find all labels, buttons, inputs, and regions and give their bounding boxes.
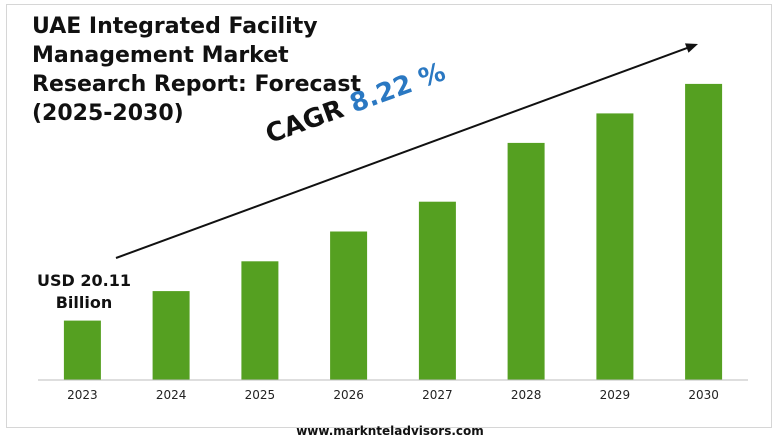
- chart-title: UAE Integrated Facility Management Marke…: [32, 12, 362, 128]
- chart-frame: [6, 4, 772, 428]
- first-bar-value-label: USD 20.11 Billion: [28, 270, 140, 314]
- x-tick-label-2024: 2024: [156, 388, 187, 402]
- bar-2028: [507, 142, 545, 380]
- bar-2030: [685, 83, 723, 381]
- x-tick-label-2028: 2028: [511, 388, 542, 402]
- bar-2026: [330, 231, 368, 380]
- x-tick-label-2030: 2030: [688, 388, 719, 402]
- bar-2029: [596, 113, 634, 381]
- first-value-unit: Billion: [55, 293, 113, 312]
- bar-2023: [63, 320, 101, 380]
- x-tick-label-2029: 2029: [600, 388, 631, 402]
- x-tick-label-2027: 2027: [422, 388, 453, 402]
- first-value-amount: USD 20.11: [37, 271, 131, 290]
- x-tick-label-2026: 2026: [333, 388, 364, 402]
- x-tick-label-2023: 2023: [67, 388, 98, 402]
- title-line-2: Management Market: [32, 43, 289, 68]
- bar-2024: [152, 291, 190, 380]
- title-line-4: (2025-2030): [32, 101, 184, 126]
- title-line-1: UAE Integrated Facility: [32, 14, 318, 39]
- trend-arrowhead: [685, 43, 698, 53]
- footer-url[interactable]: www.marknteladvisors.com: [296, 424, 484, 438]
- x-tick-label-2025: 2025: [245, 388, 276, 402]
- cagr-trend-arrow: [115, 43, 698, 259]
- bar-2027: [418, 201, 456, 380]
- trend-line: [115, 45, 693, 259]
- bar-2025: [241, 261, 279, 380]
- title-line-3: Research Report: Forecast: [32, 72, 362, 97]
